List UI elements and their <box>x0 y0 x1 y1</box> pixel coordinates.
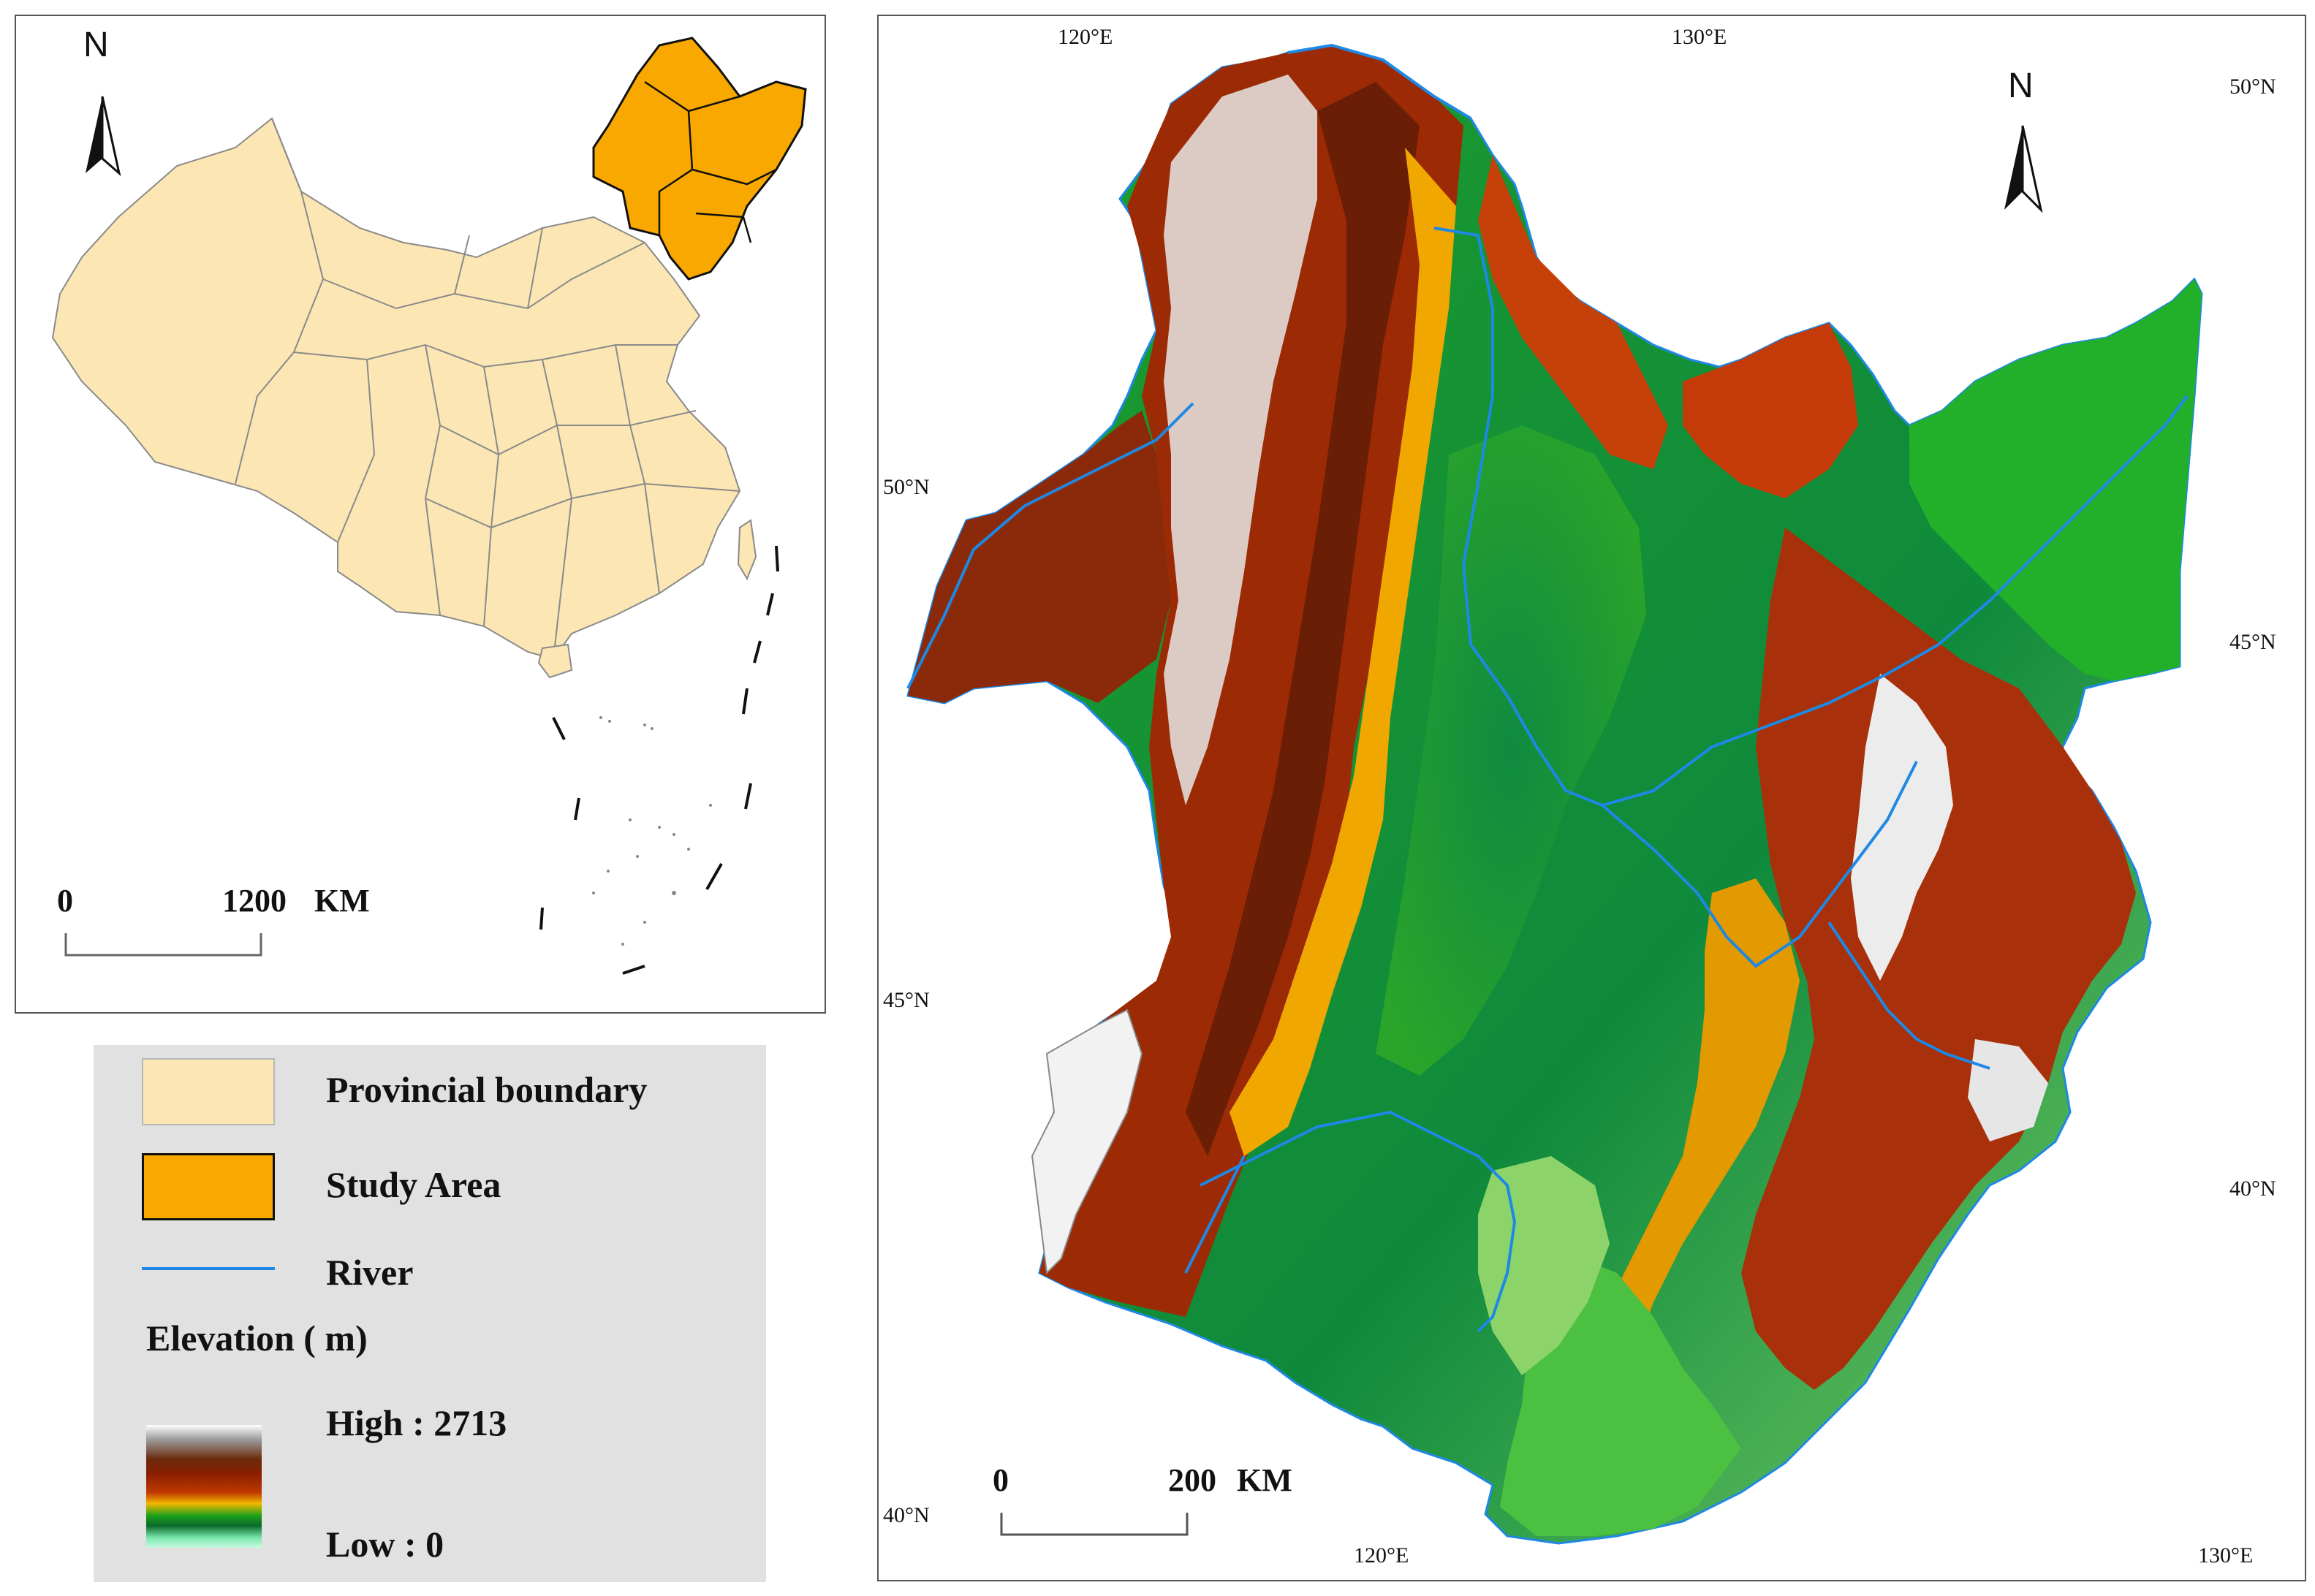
china-inset-map <box>51 37 807 975</box>
main-scale-unit: KM <box>1237 1462 1292 1498</box>
inset-scale-start: 0 <box>57 883 73 919</box>
main-scale-start: 0 <box>993 1462 1009 1498</box>
left-lat-label-45: 45°N <box>883 988 930 1012</box>
river-liao <box>1200 1110 1517 1333</box>
legend-provincial-label: Provincial boundary <box>326 1069 648 1110</box>
khingan-east-slope <box>1230 148 1456 1156</box>
study-area-shape <box>592 37 807 281</box>
bottom-lon-label-130: 130°E <box>2198 1543 2254 1568</box>
southwest-hills <box>1031 1008 1143 1275</box>
river-heilong <box>1287 43 1472 120</box>
main-scale-bar <box>1000 1513 1189 1536</box>
bottom-lon-label-120: 120°E <box>1354 1543 1409 1568</box>
inset-north-arrow-icon <box>86 96 121 177</box>
inset-map-panel: N 0 1200 KM <box>15 15 826 1014</box>
river-network <box>906 43 2189 1333</box>
main-north-arrow-icon <box>2004 125 2043 213</box>
lesser-khingan-range <box>1478 155 1668 469</box>
river-liao-west <box>1184 1155 1246 1274</box>
legend-study-area-label: Study Area <box>326 1164 501 1205</box>
legend-river-label: River <box>326 1252 414 1293</box>
river-hun <box>1827 921 1990 1070</box>
changbai-range <box>1741 528 2136 1390</box>
study-area-internal-boundaries <box>644 80 777 243</box>
river-songhua <box>1602 395 2189 807</box>
river-second-songhua <box>1601 761 1918 968</box>
greater-khingan-midslope <box>1186 82 1420 1156</box>
legend-provincial-swatch <box>142 1058 275 1125</box>
main-map-panel: N 120°E 130°E 120°E 130°E 50°N 45°N 40°N… <box>877 15 2306 1581</box>
legend-elevation-title: Elevation ( m) <box>146 1318 368 1358</box>
taiwan-shape <box>737 519 757 581</box>
top-lon-label-120: 120°E <box>1058 25 1113 49</box>
inset-scale-unit: KM <box>314 883 370 919</box>
river-nen <box>1433 227 1603 807</box>
right-lat-label-50: 50°N <box>2229 75 2276 99</box>
main-north-label: N <box>2008 66 2034 105</box>
central-plain <box>1376 425 1646 1076</box>
hainan-shape <box>537 643 573 679</box>
left-lat-label-40: 40°N <box>883 1503 930 1527</box>
legend-river-line <box>142 1267 275 1270</box>
right-lat-label-45: 45°N <box>2229 630 2276 654</box>
internal-provincial-boundaries <box>235 118 740 660</box>
china-mainland-shape <box>51 117 741 661</box>
top-lon-label-130: 130°E <box>1672 25 1727 49</box>
right-lat-label-40: 40°N <box>2229 1177 2276 1201</box>
inset-scale-bar <box>64 933 262 957</box>
western-plateau <box>908 411 1171 703</box>
changbai-highlands <box>1851 674 1953 981</box>
legend-elevation-low: Low : 0 <box>326 1524 444 1565</box>
nine-dash-line <box>539 545 779 975</box>
changbai-yellow-fringe <box>1566 878 1800 1405</box>
inset-north-label: N <box>83 26 109 64</box>
greater-khingan-highlands <box>1164 75 1317 805</box>
changbai-southern-peak <box>1968 1039 2048 1141</box>
inset-scale-end: 1200 <box>222 883 287 919</box>
sanjiang-plain <box>1909 279 2202 681</box>
elevation-map <box>906 43 2203 1545</box>
legend-elevation-high: High : 2713 <box>326 1402 507 1443</box>
lesser-khingan-east <box>1683 323 1858 498</box>
legend-elevation-ramp <box>146 1425 262 1548</box>
south-china-sea-islands <box>592 716 712 946</box>
left-lat-label-50: 50°N <box>883 475 930 499</box>
legend-panel: Provincial boundary Study Area River Ele… <box>94 1045 766 1582</box>
river-argun <box>906 402 1194 689</box>
main-scale-end: 200 <box>1168 1462 1216 1498</box>
legend-study-area-swatch <box>142 1153 275 1220</box>
